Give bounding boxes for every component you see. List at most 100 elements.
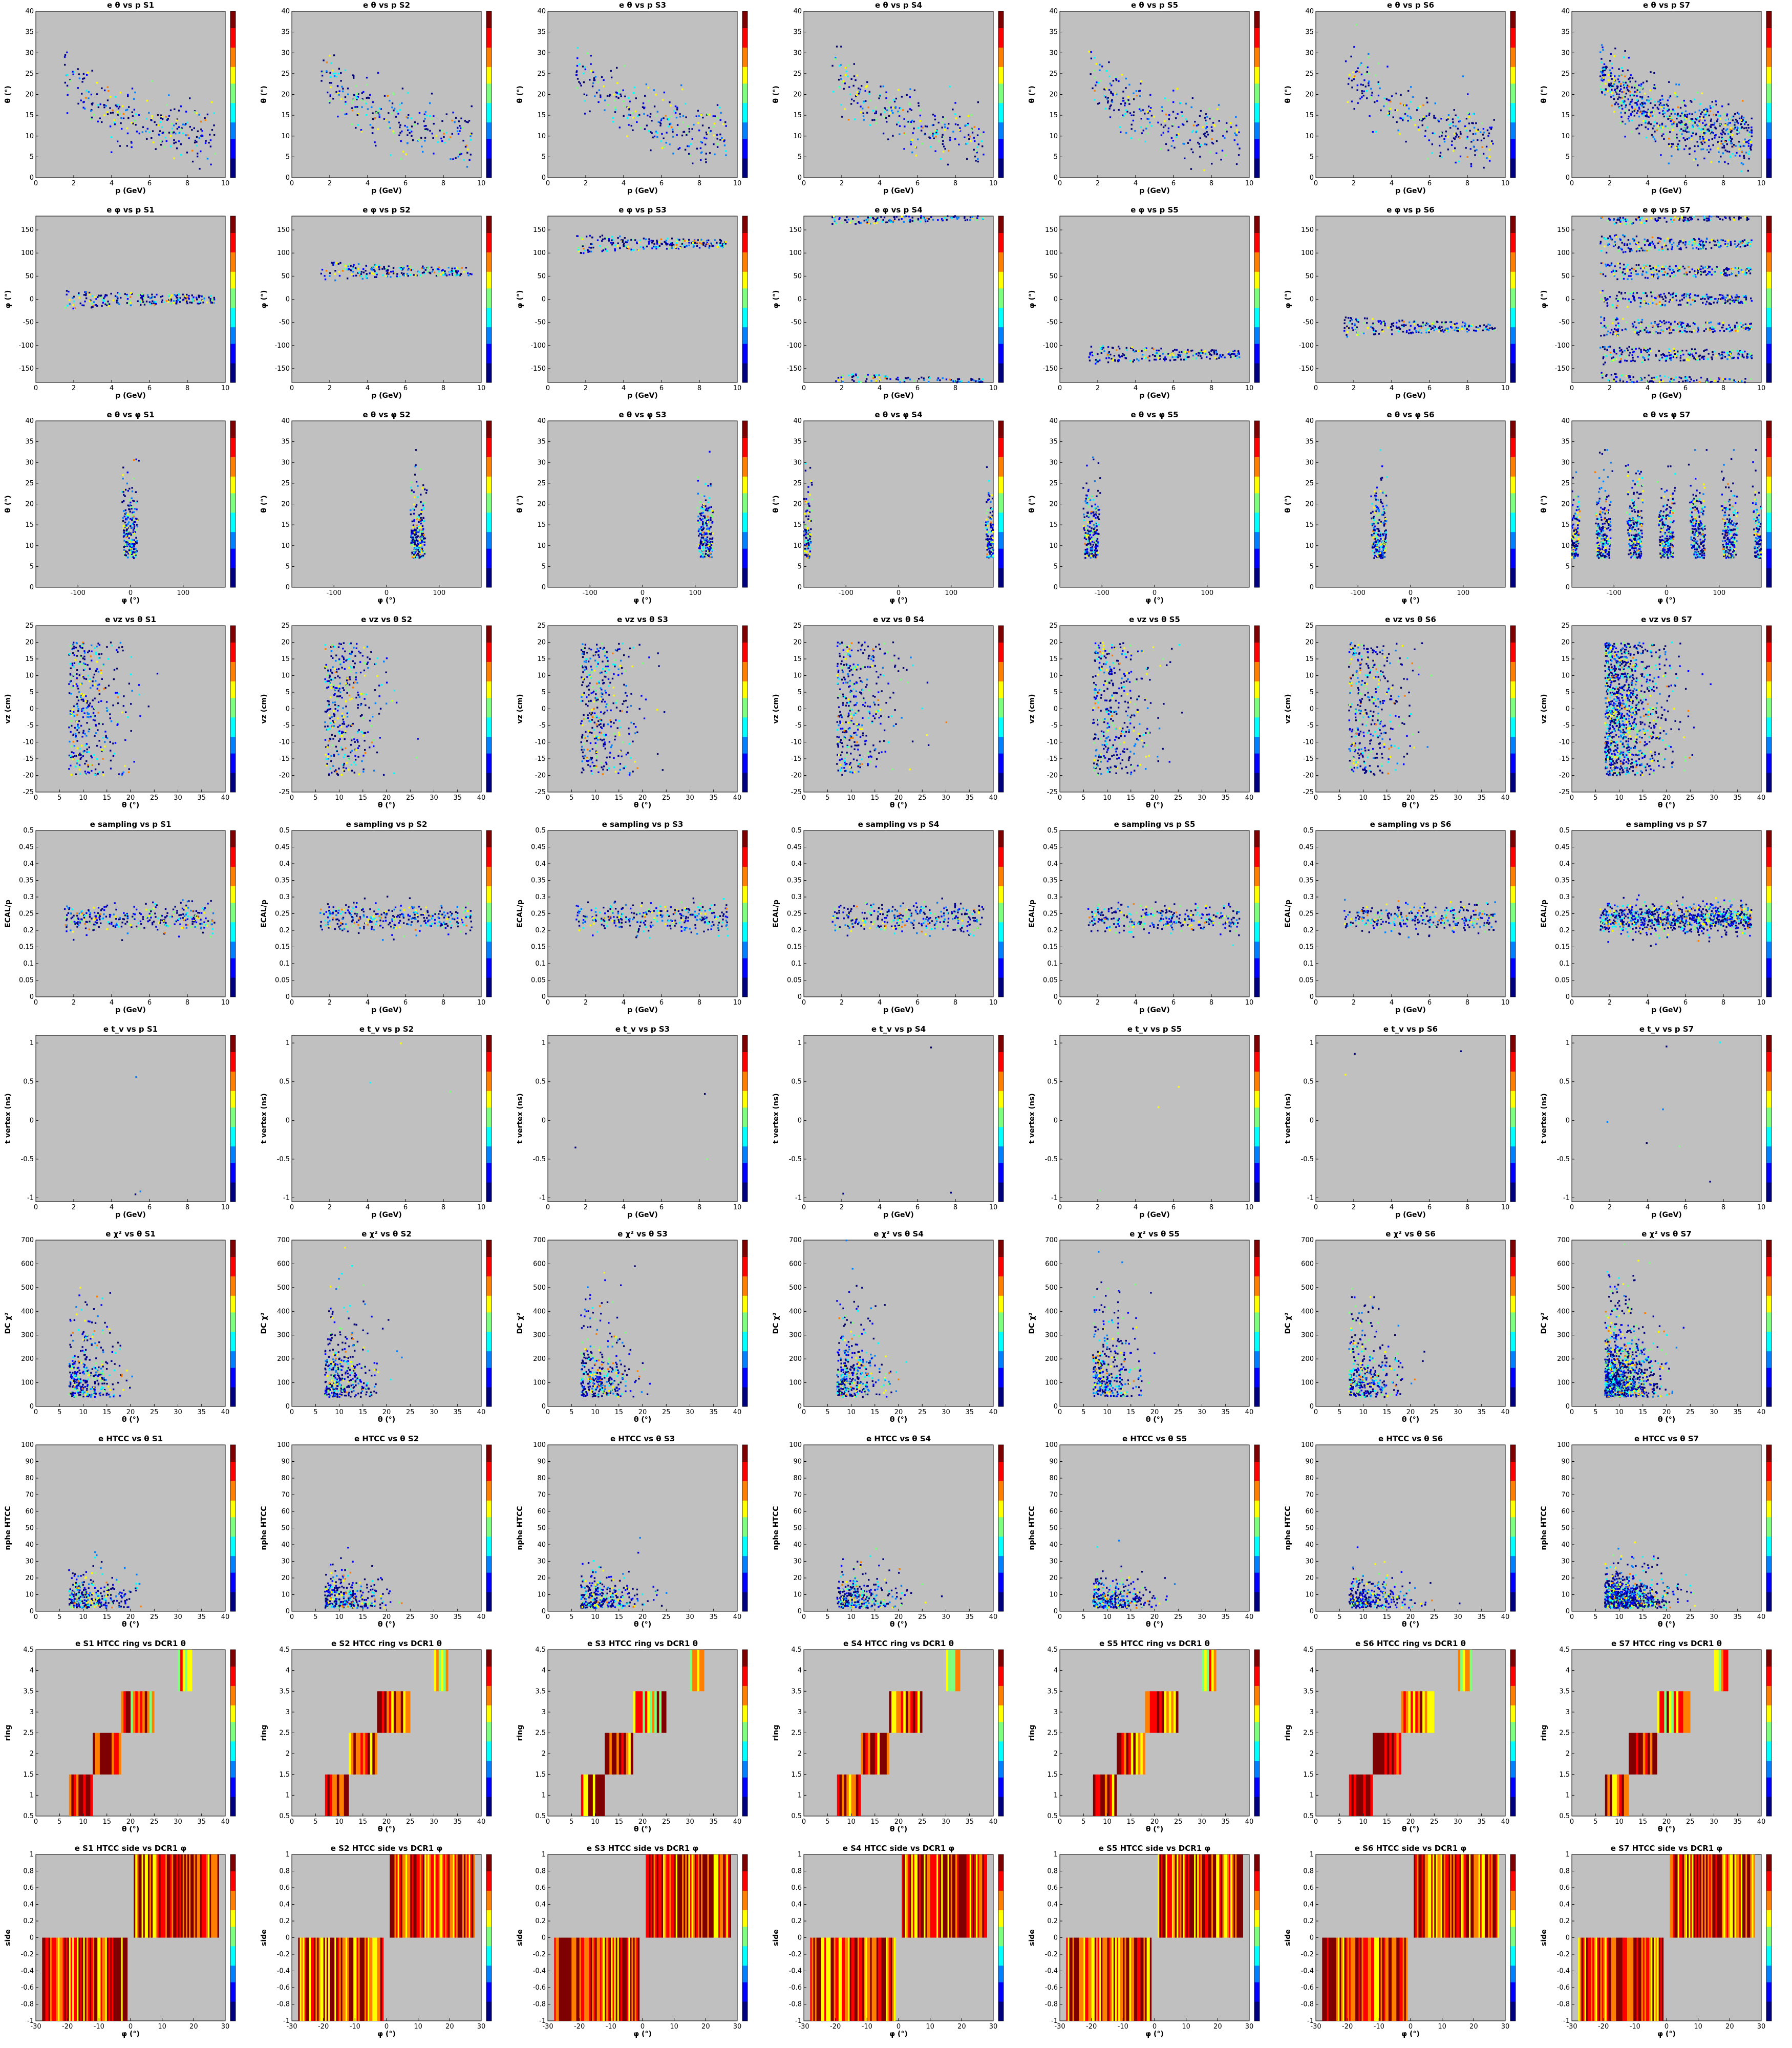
- histogram-bin: [1623, 278, 1625, 280]
- histogram-bin: [444, 270, 446, 272]
- histogram-bin: [346, 268, 348, 271]
- histogram-bin: [855, 223, 857, 225]
- histogram-bin: [1717, 111, 1719, 113]
- histogram-bin: [1125, 354, 1127, 357]
- histogram-bin: [1097, 360, 1099, 362]
- histogram-bin: [334, 273, 336, 275]
- histogram-bin: [1682, 130, 1684, 132]
- histogram-bin: [1640, 351, 1642, 353]
- histogram-bin: [1413, 323, 1416, 325]
- histogram-bin: [1659, 217, 1661, 219]
- histogram-bin: [1605, 82, 1607, 85]
- histogram-bin: [1363, 322, 1366, 324]
- histogram-bin: [944, 126, 946, 128]
- x-axis-label: p (GeV): [1395, 187, 1426, 195]
- histogram-bin: [917, 218, 920, 220]
- histogram-bin: [467, 148, 469, 151]
- histogram-bin: [1438, 144, 1441, 147]
- histogram-bin: [1671, 299, 1673, 301]
- histogram-bin: [1447, 117, 1449, 119]
- histogram-bin: [1661, 98, 1663, 100]
- histogram-bin: [1175, 359, 1177, 361]
- histogram-bin: [652, 245, 655, 248]
- histogram-bin: [443, 272, 445, 274]
- histogram-bin: [857, 376, 859, 378]
- histogram-bin: [842, 381, 844, 383]
- histogram-bin: [693, 240, 696, 242]
- histogram-bin: [1732, 145, 1734, 148]
- histogram-bin: [1092, 87, 1094, 90]
- histogram-bin: [1718, 161, 1720, 163]
- histogram-bin: [853, 100, 855, 102]
- histogram-bin: [892, 221, 894, 223]
- histogram-bin: [909, 88, 911, 90]
- histogram-bin: [1466, 330, 1468, 333]
- panel-phi-vs-p-S7: e φ vs p S70 2 4 6 8 10-150-100-50050100150p …: [1540, 205, 1772, 400]
- histogram-bin: [1701, 356, 1703, 359]
- histogram-bin: [463, 271, 465, 273]
- histogram-bin: [374, 264, 376, 266]
- histogram-bin: [675, 242, 677, 244]
- x-tick-label: 6: [403, 180, 408, 187]
- histogram-bin: [1490, 128, 1492, 130]
- histogram-bin: [614, 249, 616, 252]
- histogram-bin: [1402, 117, 1404, 119]
- histogram-bin: [212, 302, 215, 304]
- histogram-bin: [1357, 321, 1359, 323]
- histogram-bin: [1099, 359, 1101, 361]
- histogram-bin: [396, 276, 398, 279]
- histogram-bin: [659, 122, 662, 125]
- histogram-bin: [1350, 317, 1352, 319]
- histogram-bin: [1678, 148, 1680, 151]
- histogram-bin: [1620, 219, 1622, 222]
- histogram-bin: [1626, 87, 1628, 89]
- histogram-bin: [1692, 124, 1694, 126]
- histogram-bin: [1620, 67, 1623, 69]
- histogram-bin: [723, 140, 725, 142]
- histogram-bin: [1627, 306, 1629, 308]
- histogram-bin: [1615, 236, 1617, 238]
- histogram-bin: [1661, 104, 1663, 106]
- histogram-bin: [1231, 353, 1234, 355]
- histogram-bin: [1617, 250, 1620, 252]
- histogram-bin: [1702, 358, 1705, 360]
- histogram-bin: [1724, 274, 1726, 276]
- histogram-bin: [1728, 139, 1730, 141]
- histogram-bin: [161, 116, 163, 118]
- histogram-bin: [388, 112, 390, 114]
- histogram-bin: [433, 153, 435, 155]
- histogram-bin: [1164, 124, 1166, 126]
- histogram-bin: [1685, 145, 1687, 147]
- histogram-bin: [100, 294, 102, 296]
- histogram-bin: [870, 380, 872, 382]
- x-tick-label: 0: [802, 385, 806, 392]
- histogram-bin: [1686, 359, 1688, 361]
- histogram-bin: [1434, 326, 1436, 328]
- histogram-bin: [635, 97, 637, 99]
- histogram-bin: [1623, 264, 1625, 266]
- histogram-bin: [352, 268, 354, 270]
- histogram-bin: [1735, 118, 1737, 121]
- histogram-bin: [1747, 242, 1750, 244]
- histogram-bins: [1599, 44, 1753, 173]
- histogram-bin: [1157, 121, 1159, 124]
- histogram-bin: [1090, 51, 1092, 53]
- histogram-bin: [400, 140, 402, 142]
- histogram-bin: [1607, 379, 1609, 381]
- x-tick-label: 6: [1171, 180, 1176, 187]
- y-tick-label: 30: [793, 49, 802, 57]
- y-axis-label: θ (°): [4, 86, 12, 103]
- histogram-bin: [1471, 122, 1473, 124]
- histogram-bin: [1706, 238, 1708, 240]
- histogram-bin: [383, 118, 386, 120]
- histogram-bin: [201, 295, 203, 297]
- histogram-bin: [901, 216, 903, 218]
- histogram-bin: [1457, 328, 1459, 330]
- histogram-bin: [883, 116, 885, 118]
- histogram-bin: [1105, 357, 1107, 359]
- histogram-bin: [1368, 72, 1370, 75]
- histogram-bin: [1613, 218, 1615, 220]
- histogram-bin: [1090, 57, 1093, 59]
- histogram-bin: [1711, 101, 1714, 103]
- histogram-bin: [1629, 91, 1631, 93]
